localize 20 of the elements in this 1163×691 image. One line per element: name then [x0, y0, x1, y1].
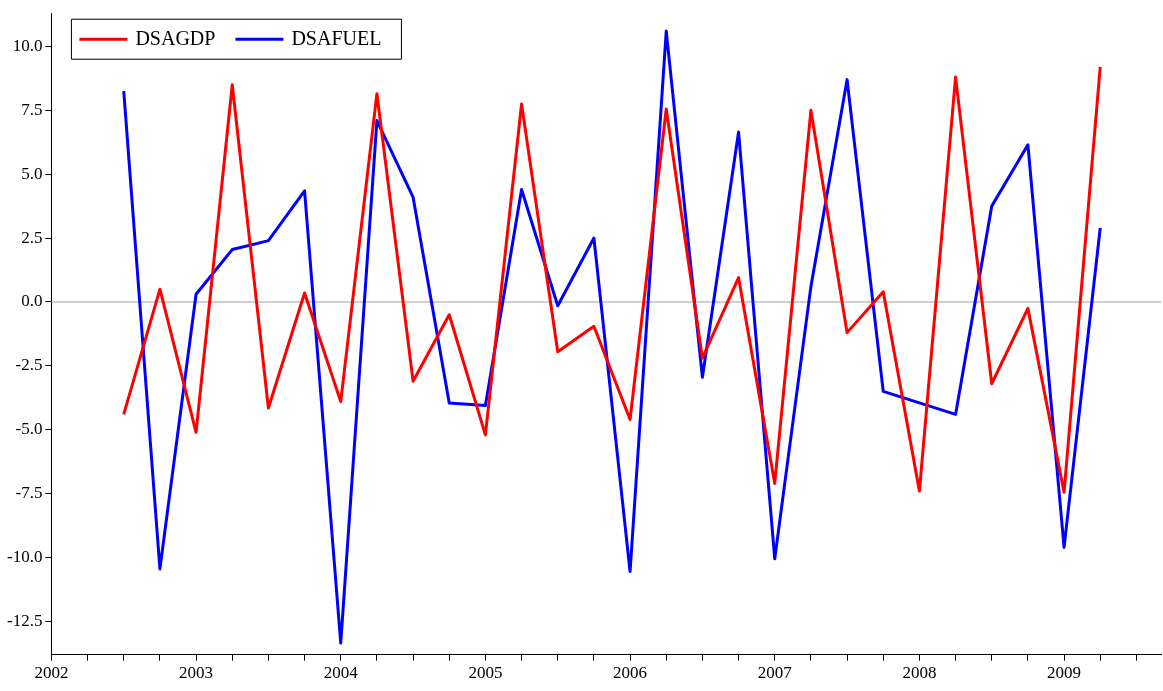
legend-label: DSAGDP [135, 27, 216, 50]
x-tick-label: 2009 [1047, 663, 1082, 683]
y-tick-label: 0.0 [21, 291, 43, 311]
y-tick-label: 5.0 [21, 163, 43, 183]
y-tick-label: 2.5 [21, 227, 43, 247]
x-tick-label: 2005 [468, 663, 503, 683]
y-tick-label: 10.0 [12, 35, 43, 55]
y-tick-label: -12.5 [6, 610, 43, 630]
y-tick-label: -7.5 [15, 483, 43, 503]
x-tick-label: 2008 [902, 663, 937, 683]
y-tick-label: -10.0 [6, 546, 43, 566]
x-tick-label: 2007 [757, 663, 793, 683]
legend-label: DSAFUEL [291, 27, 382, 50]
y-tick-label: 7.5 [21, 99, 43, 119]
y-tick-label: -2.5 [15, 355, 43, 375]
x-tick-label: 2003 [179, 663, 214, 683]
y-tick-label: -5.0 [15, 419, 43, 439]
x-tick-label: 2006 [613, 663, 648, 683]
x-tick-label: 2002 [34, 663, 69, 683]
x-tick-label: 2004 [323, 663, 359, 683]
